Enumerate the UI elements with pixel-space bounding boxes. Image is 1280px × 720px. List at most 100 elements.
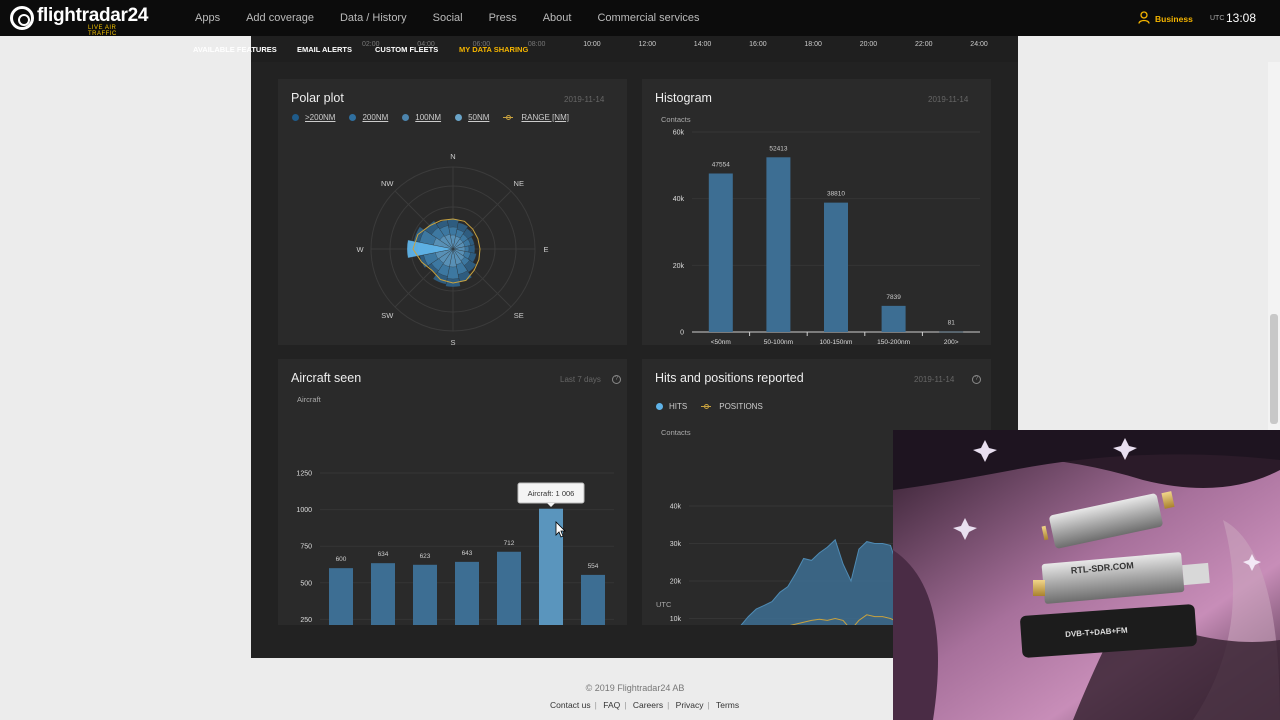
x-tick-label: 150-200nm xyxy=(877,339,910,345)
radar-logo-icon xyxy=(10,6,34,30)
polar-direction-label: N xyxy=(450,152,455,161)
bar-value-label: 643 xyxy=(462,550,473,557)
polar-direction-label: E xyxy=(543,245,548,254)
x-tick-label: <50nm xyxy=(711,339,731,345)
page-scrollbar-thumb[interactable] xyxy=(1270,314,1278,424)
aircraft-seen-title: Aircraft seen xyxy=(291,371,362,385)
timeline-tick-label: 12:00 xyxy=(638,41,657,48)
footer-separator: | xyxy=(667,700,670,710)
legend-hits[interactable]: HITS xyxy=(669,402,688,411)
y-tick-label: 10k xyxy=(670,616,682,623)
nav-item-social[interactable]: Social xyxy=(432,12,463,24)
timeline-strip xyxy=(251,36,1018,62)
polar-direction-label: SE xyxy=(514,311,524,320)
subnav-my-data-sharing[interactable]: MY DATA SHARING xyxy=(459,45,529,54)
legend-swatch-hits xyxy=(656,403,663,410)
nav-item-commercial-services[interactable]: Commercial services xyxy=(597,12,700,24)
footer-separator: | xyxy=(624,700,627,710)
timeline-tick-label: 16:00 xyxy=(749,41,767,48)
polar-plot-legend: >200NM 200NM 100NM 50NM RANGE [NM] xyxy=(292,113,583,122)
y-tick-label: 250 xyxy=(300,617,312,624)
bar[interactable] xyxy=(939,331,964,333)
x-tick-label: 50-100nm xyxy=(764,339,793,345)
timeline-tick-label: 18:00 xyxy=(804,41,822,48)
nav-item-apps[interactable]: Apps xyxy=(195,12,221,24)
bar-value-label: 634 xyxy=(378,551,389,558)
x-tick-label: 200> xyxy=(944,339,959,345)
legend-swatch-100 xyxy=(402,114,410,121)
footer-link-terms[interactable]: Terms xyxy=(715,700,740,710)
subnav-custom-fleets[interactable]: CUSTOM FLEETS xyxy=(375,45,439,54)
footer-link-privacy[interactable]: Privacy xyxy=(675,700,704,710)
stats-container: Polar plot 2019-11-14 >200NM 200NM 100NM… xyxy=(251,62,1018,658)
nav-item-add-coverage[interactable]: Add coverage xyxy=(246,12,314,24)
aircraft-help-icon[interactable]: ? xyxy=(612,375,621,384)
y-tick-label: 1250 xyxy=(296,471,312,478)
bar[interactable] xyxy=(329,568,353,625)
footer-link-careers[interactable]: Careers xyxy=(632,700,664,710)
bar-value-label: 81 xyxy=(948,320,956,327)
bar[interactable] xyxy=(581,574,605,625)
y-tick-label: 30k xyxy=(670,541,682,548)
bar[interactable] xyxy=(881,305,906,332)
hits-positions-legend: HITS POSITIONS xyxy=(656,402,777,411)
y-tick-label: 500 xyxy=(300,580,312,587)
nav-item-about[interactable]: About xyxy=(542,12,572,24)
timeline-tick-label: 20:00 xyxy=(859,41,878,48)
legend-swatch-50 xyxy=(455,114,463,121)
legend-50nm[interactable]: 50NM xyxy=(468,113,490,122)
legend-positions[interactable]: POSITIONS xyxy=(719,402,763,411)
subnav-email-alerts[interactable]: EMAIL ALERTS xyxy=(297,45,353,54)
business-account-link[interactable]: Business xyxy=(1155,14,1193,24)
polar-sector xyxy=(442,248,454,267)
polar-plot-date: 2019-11-14 xyxy=(564,95,605,104)
bar[interactable] xyxy=(824,202,848,332)
hits-utc-label: UTC xyxy=(656,600,672,609)
legend-swatch-range xyxy=(503,115,514,120)
bar[interactable] xyxy=(413,564,437,625)
legend-range[interactable]: RANGE [NM] xyxy=(521,113,569,122)
polar-direction-label: S xyxy=(450,338,455,345)
hits-positions-title: Hits and positions reported xyxy=(655,371,804,385)
hits-positions-date: 2019-11-14 xyxy=(914,375,955,384)
user-icon[interactable] xyxy=(1138,11,1150,24)
logo-name: flightradar24 xyxy=(37,5,149,26)
nav-item-press[interactable]: Press xyxy=(488,12,517,24)
utc-label: UTC xyxy=(1210,15,1225,22)
y-tick-label: 40k xyxy=(670,504,682,511)
polar-range-line xyxy=(412,218,481,284)
bar[interactable] xyxy=(371,563,395,625)
bar-value-label: 600 xyxy=(336,556,347,563)
timeline-tick-label: 24:00 xyxy=(970,41,988,48)
tooltip-text: Aircraft: 1 006 xyxy=(528,489,575,498)
flightradar24-logo[interactable]: flightradar24 LIVE AIR TRAFFIC xyxy=(10,5,148,37)
y-tick-label: 0 xyxy=(680,330,684,337)
legend-200nm[interactable]: 200NM xyxy=(362,113,389,122)
legend-100nm[interactable]: 100NM xyxy=(415,113,442,122)
hits-help-icon[interactable]: ? xyxy=(972,375,981,384)
bar-value-label: 554 xyxy=(588,563,599,570)
y-tick-label: 750 xyxy=(300,544,312,551)
bar[interactable] xyxy=(708,173,733,332)
aircraft-seen-range: Last 7 days xyxy=(560,375,601,384)
aircraft-seen-panel: Aircraft seen Last 7 days ? Aircraft 025… xyxy=(278,359,627,625)
histogram-panel: Histogram 2019-11-14 Contacts 0 20k 40k 60k… xyxy=(642,79,991,345)
y-tick-label: 1000 xyxy=(296,507,312,514)
x-tick-label: 100-150nm xyxy=(820,339,853,345)
bar[interactable] xyxy=(497,551,521,625)
timeline-tick-label: 08:00 xyxy=(527,41,546,48)
footer-link-faq[interactable]: FAQ xyxy=(603,700,621,710)
nav-item-data-history[interactable]: Data / History xyxy=(339,12,407,24)
bar-value-label: 712 xyxy=(504,540,515,547)
bar[interactable] xyxy=(766,157,791,332)
timeline-tick-label: 22:00 xyxy=(915,41,933,48)
bar-tooltip: Aircraft: 1 006 xyxy=(517,482,585,507)
histogram-date: 2019-11-14 xyxy=(928,95,969,104)
utc-clock: 13:08 xyxy=(1226,11,1257,25)
aircraft-seen-chart: 025050075010001250600Sat634Sun623Mon643T… xyxy=(296,471,614,625)
timeline-tick-label: 04:00 xyxy=(417,41,435,48)
subnav-available-features[interactable]: AVAILABLE FEATURES xyxy=(193,45,277,54)
bar[interactable] xyxy=(455,561,479,625)
legend-gt200nm[interactable]: >200NM xyxy=(305,113,336,122)
footer-link-contact[interactable]: Contact us xyxy=(550,700,591,710)
